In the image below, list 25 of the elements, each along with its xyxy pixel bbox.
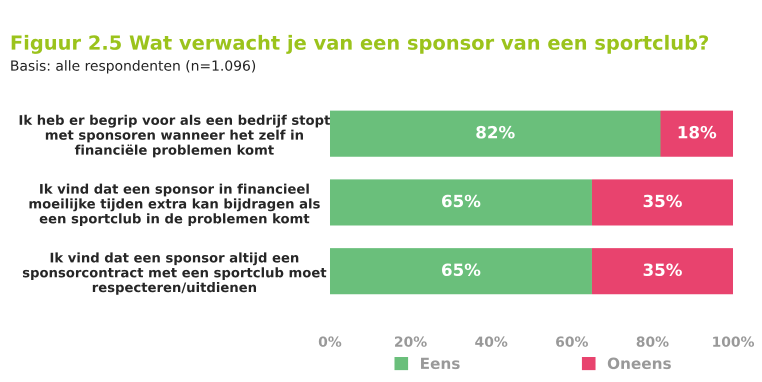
x-tick-label: 40% [475, 336, 508, 347]
data-label: 35% [644, 263, 682, 276]
chart-title: Figuur 2.5 Wat verwacht je van een sponsor van een sportclub? [12, 34, 708, 54]
data-label: 65% [442, 263, 480, 276]
bar [660, 110, 734, 157]
data-label: 18% [678, 126, 716, 139]
bar [330, 179, 592, 226]
y-tick-label: Ik vind dat een sponsor altijd een sponsorcontract met een sportclub moet respecteren/uitdienen [22, 252, 326, 295]
legend-label: Eens [421, 358, 460, 370]
x-tick-label: 0% [318, 336, 342, 347]
bar [592, 248, 734, 294]
bar [592, 179, 734, 226]
data-label: 35% [644, 194, 682, 208]
text: Basis: alle respondenten (n=1.096) [11, 60, 256, 74]
x-tick-label: 20% [395, 336, 427, 347]
bar [330, 248, 592, 294]
x-tick-label: 80% [636, 336, 669, 347]
data-label: 82% [476, 126, 515, 139]
legend-label: Oneens [608, 358, 671, 370]
x-tick-label: 60% [556, 336, 588, 347]
x-tick-label: 100% [713, 336, 754, 347]
y-tick-label: Ik heb er begrip voor als een bedrijf stopt met sponsoren wanneer het zelf in financiële problemen komt [20, 114, 330, 158]
bar [330, 110, 660, 157]
data-label: 65% [442, 194, 480, 208]
y-tick-label: Ik vind dat een sponsor in financieel moeilijke tijden extra kan bijdragen als een sportclub in de problemen komt [29, 184, 320, 226]
